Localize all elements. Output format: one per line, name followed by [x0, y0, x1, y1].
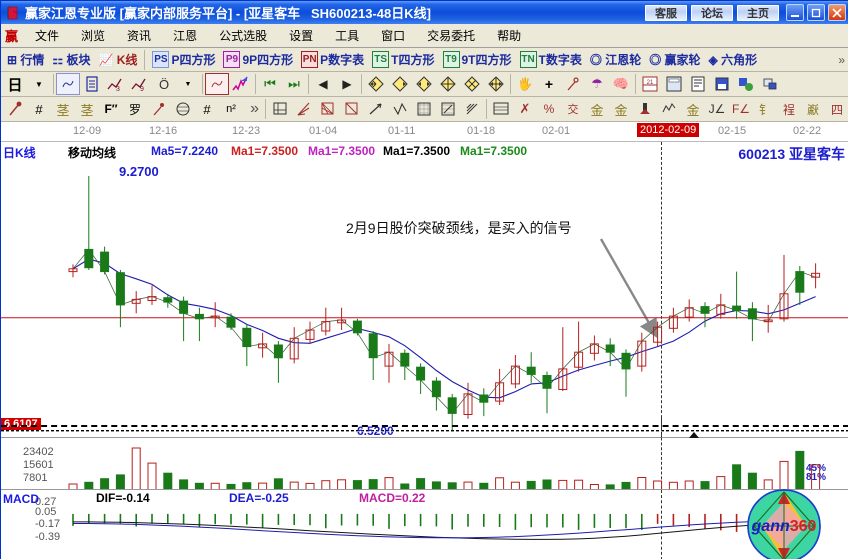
- svg-text:3: 3: [116, 86, 120, 92]
- svg-text:gann360: gann360: [751, 518, 817, 535]
- svg-text:9: 9: [140, 86, 144, 92]
